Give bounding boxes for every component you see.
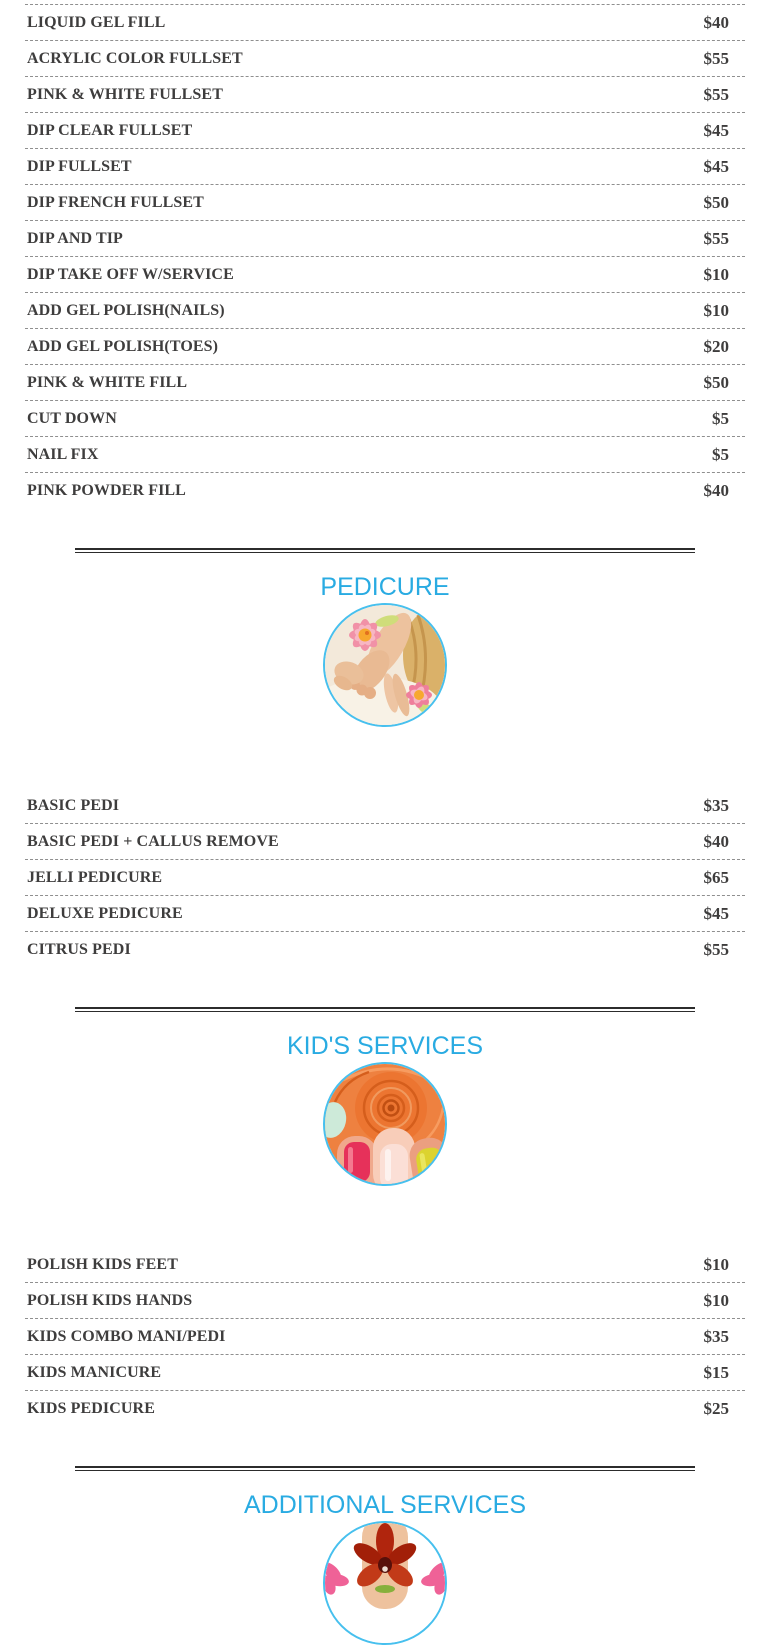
service-name: CITRUS PEDI xyxy=(27,941,131,958)
service-name: POLISH KIDS FEET xyxy=(27,1255,178,1273)
service-price: $50 xyxy=(703,372,730,392)
service-name: PINK & WHITE FULLSET xyxy=(27,85,223,103)
service-name: PINK & WHITE FILL xyxy=(27,373,188,391)
service-price: $55 xyxy=(703,84,730,104)
service-name: PINK POWDER FILL xyxy=(27,482,186,499)
section-divider xyxy=(75,548,695,553)
service-price: $40 xyxy=(703,12,730,32)
service-row: DIP FRENCH FULLSET $50 xyxy=(25,185,745,221)
section-title-additional: ADDITIONAL SERVICES xyxy=(243,1491,527,1519)
service-name: DIP FRENCH FULLSET xyxy=(27,193,204,211)
service-price: $35 xyxy=(703,1326,730,1346)
service-row: CUT DOWN $5 xyxy=(25,401,745,437)
service-row: POLISH KIDS HANDS $10 xyxy=(25,1283,745,1319)
service-row: DIP AND TIP $55 xyxy=(25,221,745,257)
service-price: $10 xyxy=(703,1290,730,1310)
service-name: KIDS PEDICURE xyxy=(27,1400,155,1417)
service-row: BASIC PEDI + CALLUS REMOVE $40 xyxy=(25,824,745,860)
service-price: $65 xyxy=(703,867,730,887)
service-name: DIP FULLSET xyxy=(27,157,132,175)
service-row: ACRYLIC COLOR FULLSET $55 xyxy=(25,41,745,77)
service-name: ACRYLIC COLOR FULLSET xyxy=(27,49,243,67)
section-divider xyxy=(75,1466,695,1471)
service-name: LIQUID GEL FILL xyxy=(27,13,166,31)
service-price: $35 xyxy=(703,795,730,815)
section-kids-services: KID'S SERVICES xyxy=(0,1007,770,1427)
service-name: BASIC PEDI + CALLUS REMOVE xyxy=(27,832,279,850)
service-name: DELUXE PEDICURE xyxy=(27,904,183,922)
service-name: POLISH KIDS HANDS xyxy=(27,1291,193,1309)
section-nail-services: LIQUID GEL FILL $40 ACRYLIC COLOR FULLSE… xyxy=(0,4,770,509)
service-list-pedicure: BASIC PEDI $35 BASIC PEDI + CALLUS REMOV… xyxy=(25,788,745,968)
service-row: ADD GEL POLISH(TOES) $20 xyxy=(25,329,745,365)
service-list-kids: POLISH KIDS FEET $10 POLISH KIDS HANDS $… xyxy=(25,1247,745,1427)
kids-nails-illustration xyxy=(325,1064,445,1184)
service-row: DELUXE PEDICURE $45 xyxy=(25,896,745,932)
service-row: DIP TAKE OFF W/SERVICE $10 xyxy=(25,257,745,293)
service-name: BASIC PEDI xyxy=(27,796,120,814)
service-name: NAIL FIX xyxy=(27,445,99,463)
service-price: $15 xyxy=(703,1362,730,1382)
pedicure-photo xyxy=(323,603,447,727)
service-price: $50 xyxy=(703,192,730,212)
section-title-kids: KID'S SERVICES xyxy=(286,1032,484,1060)
service-row: JELLI PEDICURE $65 xyxy=(25,860,745,896)
service-price: $45 xyxy=(703,156,730,176)
service-row: PINK & WHITE FILL $50 xyxy=(25,365,745,401)
section-additional-services: ADDITIONAL SERVICES xyxy=(0,1466,770,1645)
service-price: $20 xyxy=(703,336,730,356)
service-list-nails: LIQUID GEL FILL $40 ACRYLIC COLOR FULLSE… xyxy=(25,4,745,509)
service-price: $5 xyxy=(712,444,729,464)
orchid-photo xyxy=(323,1521,447,1645)
service-price: $45 xyxy=(703,120,730,140)
service-price: $5 xyxy=(712,408,729,428)
service-name: KIDS COMBO MANI/PEDI xyxy=(27,1327,226,1345)
service-row: POLISH KIDS FEET $10 xyxy=(25,1247,745,1283)
service-name: CUT DOWN xyxy=(27,409,117,427)
service-name: JELLI PEDICURE xyxy=(27,868,163,886)
service-row: PINK POWDER FILL $40 xyxy=(25,473,745,509)
service-row: ADD GEL POLISH(NAILS) $10 xyxy=(25,293,745,329)
service-name: DIP AND TIP xyxy=(27,229,123,247)
service-row: KIDS COMBO MANI/PEDI $35 xyxy=(25,1319,745,1355)
service-name: ADD GEL POLISH(NAILS) xyxy=(27,301,225,319)
service-name: ADD GEL POLISH(TOES) xyxy=(27,337,219,355)
service-price: $25 xyxy=(703,1399,730,1418)
service-row: KIDS MANICURE $15 xyxy=(25,1355,745,1391)
service-price: $40 xyxy=(703,481,730,500)
service-row: DIP FULLSET $45 xyxy=(25,149,745,185)
section-pedicure: PEDICURE xyxy=(0,548,770,968)
service-row: KIDS PEDICURE $25 xyxy=(25,1391,745,1427)
service-row: NAIL FIX $5 xyxy=(25,437,745,473)
section-divider xyxy=(75,1007,695,1012)
service-price: $10 xyxy=(703,1254,730,1274)
service-price: $45 xyxy=(703,903,730,923)
orchid-illustration xyxy=(325,1523,445,1643)
nail-salon-price-list-page: LIQUID GEL FILL $40 ACRYLIC COLOR FULLSE… xyxy=(0,4,770,1645)
service-row: PINK & WHITE FULLSET $55 xyxy=(25,77,745,113)
service-price: $55 xyxy=(703,940,730,959)
service-price: $55 xyxy=(703,48,730,68)
service-price: $10 xyxy=(703,300,730,320)
foot-massage-illustration xyxy=(325,605,445,725)
service-name: DIP CLEAR FULLSET xyxy=(27,121,193,139)
service-row: LIQUID GEL FILL $40 xyxy=(25,5,745,41)
service-name: KIDS MANICURE xyxy=(27,1363,162,1381)
service-price: $10 xyxy=(703,264,730,284)
service-name: DIP TAKE OFF W/SERVICE xyxy=(27,265,234,283)
service-price: $55 xyxy=(703,228,730,248)
service-row: CITRUS PEDI $55 xyxy=(25,932,745,968)
service-row: BASIC PEDI $35 xyxy=(25,788,745,824)
kids-nails-photo xyxy=(323,1062,447,1186)
section-title-pedicure: PEDICURE xyxy=(320,573,450,601)
service-row: DIP CLEAR FULLSET $45 xyxy=(25,113,745,149)
service-price: $40 xyxy=(703,831,730,851)
